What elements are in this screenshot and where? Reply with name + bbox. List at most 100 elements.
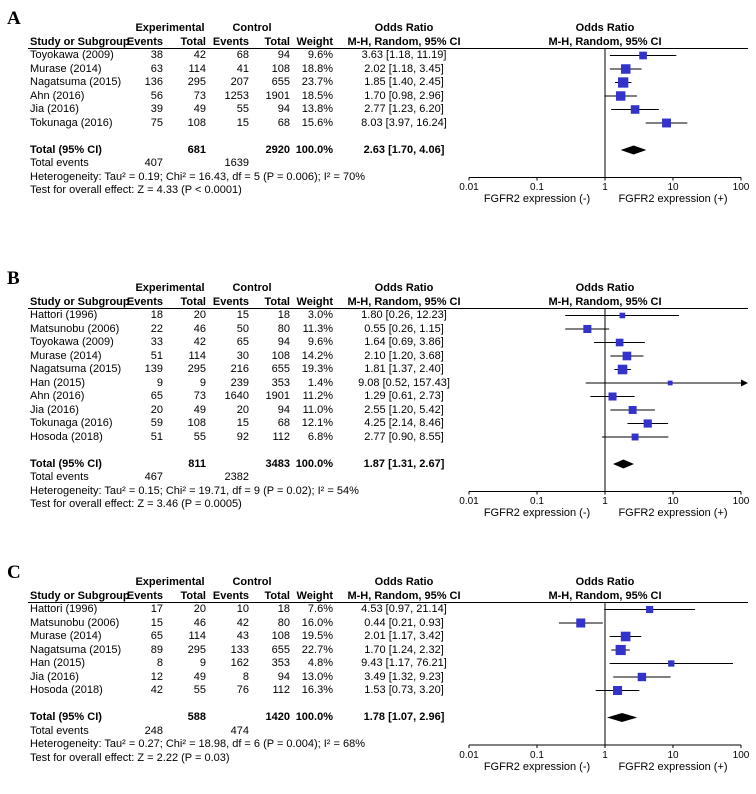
events-experimental: 63 xyxy=(150,62,163,75)
events-control: 43 xyxy=(236,630,249,642)
total-label: Total (95% CI) xyxy=(30,711,102,723)
column-header-total-experimental: Total xyxy=(180,35,206,48)
events-experimental: 20 xyxy=(150,403,163,416)
study-name: Ahn (2016) xyxy=(30,390,85,402)
total-experimental: 108 xyxy=(187,116,206,129)
axis-label-positive: FGFR2 expression (+) xyxy=(618,760,728,773)
effect-square xyxy=(639,51,647,60)
total-control: 94 xyxy=(277,336,290,348)
study-or-ci: 3.49 [1.32, 9.23] xyxy=(364,670,444,683)
events-control: 50 xyxy=(236,322,249,335)
column-header-method-text: M-H, Random, 95% CI xyxy=(347,589,461,602)
study-or-ci: 4.53 [0.97, 21.14] xyxy=(361,603,447,615)
effect-square xyxy=(662,118,671,128)
study-weight: 13.8% xyxy=(301,103,333,115)
axis-tick-label: 100 xyxy=(732,496,750,508)
study-name: Han (2015) xyxy=(30,657,86,669)
axis-tick-label: 10 xyxy=(667,182,679,194)
axis-tick-label: 10 xyxy=(667,496,679,508)
column-header-events-control: Events xyxy=(212,35,249,48)
summary-diamond xyxy=(620,145,647,155)
events-control: 133 xyxy=(230,643,249,656)
total-weight: 100.0% xyxy=(295,143,333,156)
study-or-ci: 2.55 [1.20, 5.42] xyxy=(364,403,444,416)
study-or-ci: 1.70 [1.24, 2.32] xyxy=(364,643,444,656)
study-name: Jia (2016) xyxy=(30,103,79,115)
forest-panel-a: A Experimental Control Odds Ratio Odds Ratio… xyxy=(0,8,756,215)
panel-label-b: B xyxy=(7,268,20,289)
study-weight: 16.0% xyxy=(301,616,333,629)
study-or-ci: 2.01 [1.17, 3.42] xyxy=(364,630,444,642)
events-experimental: 65 xyxy=(150,390,163,402)
axis-label-negative: FGFR2 expression (-) xyxy=(483,507,591,520)
column-header-study: Study or Subgroup xyxy=(30,589,130,602)
study-name: Murase (2014) xyxy=(30,630,102,642)
total-control: 80 xyxy=(277,616,290,629)
study-weight: 7.6% xyxy=(307,603,333,615)
total-experimental: 108 xyxy=(187,417,206,429)
axis-tick-label: 0.01 xyxy=(459,496,479,508)
study-weight: 6.8% xyxy=(307,430,333,443)
study-name: Hattori (1996) xyxy=(30,603,98,615)
events-experimental: 65 xyxy=(150,630,163,642)
events-control: 20 xyxy=(236,403,249,416)
events-experimental: 8 xyxy=(156,657,163,669)
study-weight: 9.6% xyxy=(307,49,333,61)
events-experimental: 33 xyxy=(150,336,163,348)
study-name: Hosoda (2018) xyxy=(30,430,103,443)
total-events-experimental: 407 xyxy=(144,157,163,169)
axis-label-positive: FGFR2 expression (+) xyxy=(618,193,728,206)
axis-tick-label: 0.01 xyxy=(459,749,479,761)
study-name: Han (2015) xyxy=(30,376,86,389)
effect-square xyxy=(615,91,626,101)
effect-square xyxy=(613,685,623,696)
study-or-ci: 9.08 [0.52, 157.43] xyxy=(358,376,450,389)
total-events-label: Total events xyxy=(30,471,89,483)
column-header-total-control: Total xyxy=(264,35,290,48)
axis-tick-label: 100 xyxy=(732,182,750,194)
axis-tick-label: 0.01 xyxy=(459,182,479,194)
events-experimental: 136 xyxy=(144,76,163,88)
effect-square xyxy=(619,312,626,319)
events-control: 1640 xyxy=(224,390,249,402)
study-weight: 1.4% xyxy=(307,376,333,389)
column-header-total-control: Total xyxy=(264,295,290,308)
axis-tick-label: 1 xyxy=(602,496,608,508)
study-weight: 23.7% xyxy=(301,76,333,88)
events-control: 15 xyxy=(236,417,249,429)
total-experimental: 114 xyxy=(188,349,206,362)
events-control: 42 xyxy=(236,616,249,629)
total-experimental: 295 xyxy=(187,643,206,656)
axis-tick-label: 1 xyxy=(602,182,608,194)
summary-diamond xyxy=(612,459,635,469)
events-control: 1253 xyxy=(224,89,249,102)
study-weight: 13.0% xyxy=(301,670,333,683)
study-name: Toyokawa (2009) xyxy=(30,49,114,61)
total-experimental: 9 xyxy=(199,376,206,389)
column-header-weight: Weight xyxy=(296,35,333,48)
column-header-study: Study or Subgroup xyxy=(30,35,130,48)
effect-square xyxy=(617,364,628,375)
overall-effect-text: Test for overall effect: Z = 2.22 (P = 0… xyxy=(30,751,230,764)
total-experimental: 20 xyxy=(193,603,206,615)
study-or-ci: 1.53 [0.73, 3.20] xyxy=(364,684,444,696)
total-experimental: 42 xyxy=(193,49,206,61)
total-control: 1901 xyxy=(265,89,290,102)
total-control: 94 xyxy=(277,103,290,115)
effect-square xyxy=(576,618,586,628)
total-experimental: 9 xyxy=(199,657,206,669)
events-experimental: 22 xyxy=(150,322,163,335)
axis-tick-label: 10 xyxy=(667,749,679,761)
group-header-control: Control xyxy=(232,22,272,34)
events-experimental: 51 xyxy=(150,349,163,362)
events-control: 15 xyxy=(236,116,249,129)
column-header-method-plot: M-H, Random, 95% CI xyxy=(548,35,662,48)
summary-diamond xyxy=(606,713,638,722)
total-experimental: 295 xyxy=(187,363,206,375)
total-control: 112 xyxy=(272,430,290,443)
total-control: 108 xyxy=(271,349,290,362)
effect-square xyxy=(643,419,652,428)
events-experimental: 89 xyxy=(150,643,163,656)
total-control: 18 xyxy=(277,309,290,321)
overall-effect-text: Test for overall effect: Z = 3.46 (P = 0… xyxy=(30,498,242,510)
